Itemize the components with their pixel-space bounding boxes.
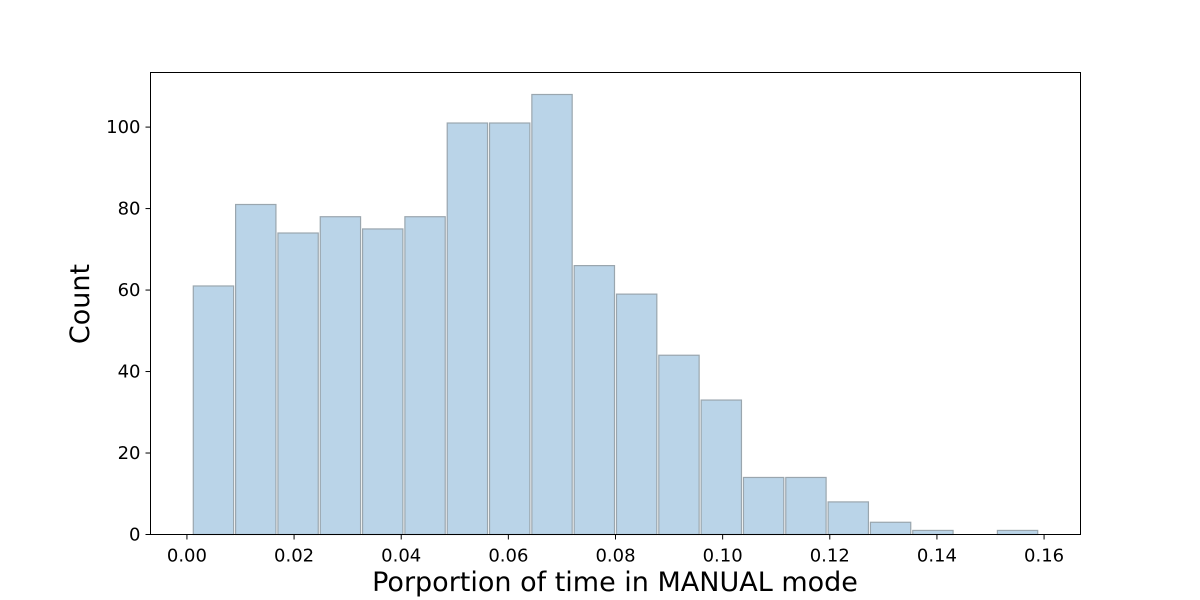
y-tick-label-5: 100	[106, 117, 140, 138]
y-axis-ticks: 0 20 40 60 80 100	[106, 117, 151, 546]
histogram-bar-8	[531, 93, 573, 536]
histogram-bar-2	[277, 232, 319, 536]
histogram-bar-16	[869, 521, 912, 536]
x-tick-label-6: 0.12	[810, 546, 850, 567]
histogram-bar-19	[996, 529, 1039, 536]
histogram-bar-4	[361, 228, 404, 536]
x-tick-label-0: 0.00	[167, 546, 207, 567]
y-tick-label-0: 0	[129, 525, 140, 546]
histogram-bar-1	[235, 203, 277, 536]
histogram-bar-3	[319, 216, 362, 536]
histogram-bar-0	[192, 285, 235, 536]
histogram-bar-17	[912, 529, 954, 536]
histogram-bar-7	[488, 122, 531, 536]
bars-group	[192, 93, 1039, 536]
histogram-bar-15	[827, 501, 870, 536]
histogram-bar-5	[404, 216, 446, 536]
x-tick-label-5: 0.10	[703, 546, 743, 567]
y-tick-label-1: 20	[118, 443, 141, 464]
x-tick-label-3: 0.06	[488, 546, 528, 567]
y-tick-label-3: 60	[118, 280, 141, 301]
x-tick-label-1: 0.02	[274, 546, 314, 567]
histogram-bar-11	[658, 354, 700, 536]
histogram-bar-10	[615, 293, 658, 536]
histogram-bar-13	[742, 476, 785, 536]
y-tick-label-4: 80	[118, 199, 141, 220]
histogram-bar-14	[785, 476, 827, 536]
x-axis-title: Porportion of time in MANUAL mode	[372, 567, 858, 598]
histogram-bar-6	[446, 122, 489, 536]
x-tick-label-2: 0.04	[381, 546, 421, 567]
x-tick-label-4: 0.08	[595, 546, 635, 567]
y-tick-label-2: 40	[118, 362, 141, 383]
x-tick-label-8: 0.16	[1024, 546, 1064, 567]
histogram-bar-9	[573, 265, 616, 536]
x-axis-ticks: 0.00 0.02 0.04 0.06 0.08 0.10 0.12 0.14 0.16	[167, 534, 1064, 567]
y-axis-title: Count	[65, 264, 96, 344]
histogram-bar-12	[700, 399, 743, 536]
x-tick-label-7: 0.14	[917, 546, 957, 567]
